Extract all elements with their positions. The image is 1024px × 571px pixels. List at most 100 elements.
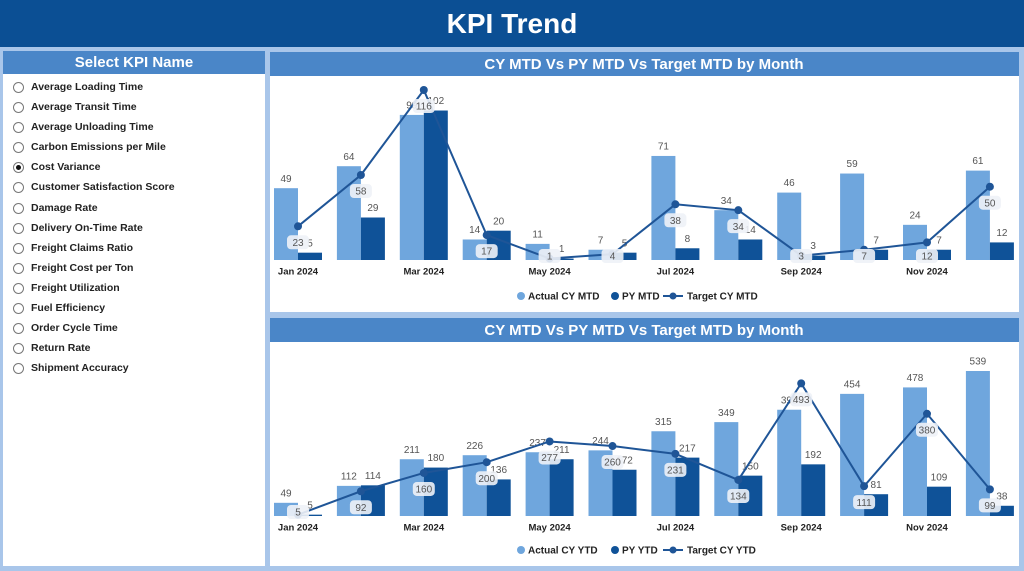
x-tick-label: Mar 2024 [403, 267, 444, 278]
data-label: 200 [478, 474, 495, 485]
bar [675, 248, 700, 260]
kpi-label: Freight Utilization [31, 281, 120, 294]
radio[interactable] [13, 343, 24, 355]
x-tick-label: Sep 2024 [781, 523, 823, 534]
kpi-option[interactable]: Return Rate [3, 338, 265, 358]
bar [399, 114, 424, 261]
data-label: 211 [404, 445, 420, 456]
radio[interactable] [13, 122, 24, 134]
data-label: 49 [280, 174, 292, 185]
data-label: 315 [655, 417, 672, 428]
radio[interactable] [13, 82, 24, 93]
line-point [294, 222, 302, 231]
x-tick-label: Mar 2024 [403, 523, 444, 534]
kpi-option[interactable]: Delivery On-Time Rate [3, 218, 265, 238]
data-label: 5 [307, 500, 313, 511]
label-box [664, 213, 687, 228]
data-label: 24 [909, 210, 921, 221]
line-point [608, 442, 617, 451]
radio[interactable] [13, 282, 24, 294]
data-label: 231 [667, 465, 684, 476]
radio[interactable] [13, 242, 24, 254]
bar [927, 486, 951, 516]
radio[interactable] [13, 363, 24, 375]
kpi-option[interactable]: Shipment Accuracy [3, 358, 265, 378]
kpi-option[interactable]: Fuel Efficiency [3, 298, 265, 318]
data-label: 71 [658, 142, 670, 153]
kpi-option[interactable]: Carbon Emissions per Mile [3, 137, 265, 157]
data-label: 38 [670, 216, 682, 227]
kpi-option[interactable]: Freight Utilization [3, 278, 265, 298]
data-label: 192 [805, 450, 822, 461]
label-box [727, 219, 750, 234]
line-point [734, 206, 743, 215]
kpi-option[interactable]: Order Cycle Time [3, 318, 265, 338]
data-label: 7 [861, 252, 867, 263]
data-label: 64 [343, 152, 355, 163]
kpi-option[interactable]: Average Transit Time [3, 97, 265, 117]
kpi-option[interactable]: Average Unloading Time [3, 117, 265, 137]
label-box [538, 450, 561, 465]
line-point [923, 409, 931, 418]
data-label: 17 [481, 247, 493, 258]
radio[interactable] [13, 323, 24, 335]
data-label: 5 [295, 508, 301, 519]
data-label: 12 [996, 228, 1008, 239]
radio[interactable] [13, 222, 24, 234]
kpi-option[interactable]: Customer Satisfaction Score [3, 177, 265, 197]
data-label: 244 [592, 436, 609, 447]
label-box [601, 249, 624, 263]
bar [298, 252, 322, 260]
data-label: 260 [604, 458, 621, 469]
kpi-label: Return Rate [31, 342, 91, 355]
bar [965, 170, 990, 260]
label-box [412, 99, 435, 113]
data-label: 14 [745, 225, 757, 236]
kpi-option[interactable]: Average Loading Time [3, 77, 265, 97]
bar [714, 210, 739, 260]
line-point [356, 171, 365, 179]
bar [423, 110, 448, 260]
data-label: 102 [427, 96, 444, 107]
kpi-option[interactable]: Damage Rate [3, 198, 265, 218]
x-tick-label: Sep 2024 [781, 267, 823, 278]
kpi-label: Shipment Accuracy [31, 362, 129, 375]
kpi-label: Carbon Emissions per Mile [31, 141, 166, 154]
radio[interactable] [13, 162, 24, 174]
kpi-label: Freight Cost per Ton [31, 261, 134, 274]
kpi-label: Average Transit Time [31, 101, 137, 114]
data-label: 11 [532, 230, 543, 241]
data-label: 134 [730, 492, 747, 503]
radio[interactable] [13, 202, 24, 214]
data-label: 12 [921, 252, 933, 263]
data-label: 14 [469, 225, 481, 236]
kpi-option[interactable]: Freight Claims Ratio [3, 238, 265, 258]
line-point [923, 238, 931, 247]
data-label: 8 [685, 234, 691, 245]
data-label: 226 [466, 441, 483, 452]
label-box [412, 481, 435, 496]
line-point [985, 485, 994, 494]
line-point [985, 182, 994, 191]
data-label: 7 [598, 235, 604, 246]
radio[interactable] [13, 102, 24, 114]
kpi-option[interactable]: Freight Cost per Ton [3, 258, 265, 278]
kpi-option[interactable]: Cost Variance [3, 157, 265, 177]
bar [864, 249, 889, 260]
bar [549, 459, 574, 516]
kpi-label: Customer Satisfaction Score [31, 181, 175, 194]
radio[interactable] [13, 262, 24, 274]
label-box [475, 471, 498, 486]
bar [801, 255, 826, 260]
radio[interactable] [13, 182, 24, 194]
bar [486, 479, 511, 516]
kpi-list: Average Loading Time Average Transit Time… [3, 74, 265, 378]
radio[interactable] [13, 303, 24, 315]
label-box [601, 455, 624, 470]
x-tick-label: Nov 2024 [906, 267, 948, 278]
radio[interactable] [13, 142, 24, 154]
data-label: 5 [307, 238, 313, 249]
line-point [671, 449, 680, 458]
legend-marker [669, 546, 677, 554]
